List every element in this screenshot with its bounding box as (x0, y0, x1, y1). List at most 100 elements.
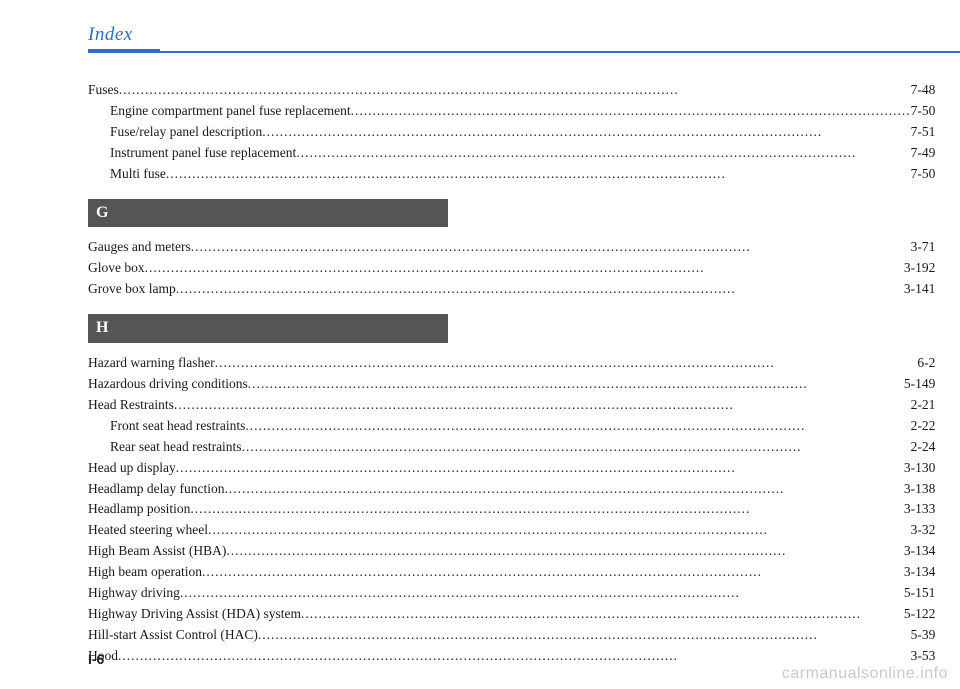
leader-dots (180, 583, 904, 604)
entry-page: 2-24 (911, 437, 936, 458)
index-entry: High beam operation 3-134 (88, 562, 935, 583)
index-entry: High Beam Assist (HBA) 3-134 (88, 541, 935, 562)
leader-dots (176, 279, 904, 300)
entry-label: Engine compartment panel fuse replacemen… (110, 101, 351, 122)
watermark: carmanualsonline.info (782, 665, 948, 683)
index-entry: Hazard warning flasher 6-2 (88, 353, 935, 374)
entry-page: 2-22 (911, 416, 936, 437)
entry-label: Fuse/relay panel description (110, 122, 262, 143)
entry-label: Rear seat head restraints (110, 437, 242, 458)
index-entry: Highway Driving Assist (HDA) system 5-12… (88, 604, 935, 625)
index-entry: Fuses 7-48 (88, 80, 935, 101)
index-entry: Fuse/relay panel description 7-51 (88, 122, 935, 143)
entry-label: High beam operation (88, 562, 202, 583)
entry-label: Fuses (88, 80, 119, 101)
index-entry: Head Restraints 2-21 (88, 395, 935, 416)
leader-dots (118, 646, 911, 667)
page-number: I-6 (88, 651, 104, 667)
leader-dots (145, 258, 904, 279)
leader-dots (226, 541, 904, 562)
entry-page: 7-48 (911, 80, 936, 101)
entry-page: 3-32 (911, 520, 936, 541)
leader-dots (166, 164, 911, 185)
leader-dots (242, 437, 911, 458)
index-header: Index (88, 24, 890, 46)
entry-page: 3-71 (911, 237, 936, 258)
entry-page: 7-50 (911, 164, 936, 185)
index-entry: Headlamp position 3-133 (88, 499, 935, 520)
leader-dots (190, 499, 904, 520)
entry-page: 3-138 (904, 479, 936, 500)
entry-page: 5-149 (904, 374, 936, 395)
index-entry: Hazardous driving conditions 5-149 (88, 374, 935, 395)
entry-page: 3-192 (904, 258, 936, 279)
entry-page: 7-50 (911, 101, 936, 122)
page: Index Fuses 7-48Engine compartment panel… (0, 0, 960, 689)
entry-page: 3-130 (904, 458, 936, 479)
entry-page: 7-51 (911, 122, 936, 143)
index-entry: Heated steering wheel 3-32 (88, 520, 935, 541)
leader-dots (191, 237, 911, 258)
index-entry: Headlamp delay function 3-138 (88, 479, 935, 500)
entry-label: Heated steering wheel (88, 520, 208, 541)
entry-page: 3-141 (904, 279, 936, 300)
index-entry: Front seat head restraints 2-22 (88, 416, 935, 437)
index-entry: Hood 3-53 (88, 646, 935, 667)
entry-page: 3-133 (904, 499, 936, 520)
entry-page: 6-2 (917, 353, 935, 374)
leader-dots (174, 395, 911, 416)
entry-label: Head Restraints (88, 395, 174, 416)
entry-label: Head up display (88, 458, 176, 479)
leader-dots (202, 562, 904, 583)
index-entry: Glove box 3-192 (88, 258, 935, 279)
entry-page: 2-21 (911, 395, 936, 416)
entry-page: 5-122 (904, 604, 936, 625)
entry-label: Hazard warning flasher (88, 353, 215, 374)
leader-dots (215, 353, 918, 374)
entry-label: Multi fuse (110, 164, 166, 185)
entry-page: 3-53 (911, 646, 936, 667)
left-column: Fuses 7-48Engine compartment panel fuse … (88, 80, 935, 667)
index-entry: Hill-start Assist Control (HAC) 5-39 (88, 625, 935, 646)
index-entry: Multi fuse 7-50 (88, 164, 935, 185)
entry-label: Highway driving (88, 583, 180, 604)
index-entry: Gauges and meters 3-71 (88, 237, 935, 258)
leader-dots (351, 101, 911, 122)
leader-dots (258, 625, 911, 646)
leader-dots (119, 80, 911, 101)
entry-label: Headlamp position (88, 499, 190, 520)
leader-dots (208, 520, 911, 541)
entry-page: 3-134 (904, 562, 936, 583)
index-entry: Highway driving 5-151 (88, 583, 935, 604)
entry-page: 7-49 (911, 143, 936, 164)
entry-label: Instrument panel fuse replacement (110, 143, 296, 164)
columns: Fuses 7-48Engine compartment panel fuse … (88, 80, 890, 667)
leader-dots (176, 458, 904, 479)
entry-label: Front seat head restraints (110, 416, 245, 437)
entry-label: Grove box lamp (88, 279, 176, 300)
leader-dots (245, 416, 910, 437)
entry-label: Gauges and meters (88, 237, 191, 258)
index-entry: Head up display 3-130 (88, 458, 935, 479)
header-rule-long (88, 51, 960, 53)
leader-dots (224, 479, 903, 500)
entry-page: 5-151 (904, 583, 936, 604)
entry-label: Highway Driving Assist (HDA) system (88, 604, 301, 625)
index-entry: Grove box lamp 3-141 (88, 279, 935, 300)
leader-dots (262, 122, 910, 143)
entry-label: Glove box (88, 258, 145, 279)
entry-label: High Beam Assist (HBA) (88, 541, 226, 562)
index-entry: Rear seat head restraints 2-24 (88, 437, 935, 458)
entry-page: 5-39 (911, 625, 936, 646)
leader-dots (301, 604, 904, 625)
entry-label: Headlamp delay function (88, 479, 224, 500)
section-letter-g: G (88, 199, 448, 228)
index-entry: Instrument panel fuse replacement 7-49 (88, 143, 935, 164)
entry-label: Hazardous driving conditions (88, 374, 248, 395)
section-letter-h: H (88, 314, 448, 343)
entry-page: 3-134 (904, 541, 936, 562)
leader-dots (296, 143, 910, 164)
index-entry: Engine compartment panel fuse replacemen… (88, 101, 935, 122)
entry-label: Hill-start Assist Control (HAC) (88, 625, 258, 646)
leader-dots (248, 374, 904, 395)
